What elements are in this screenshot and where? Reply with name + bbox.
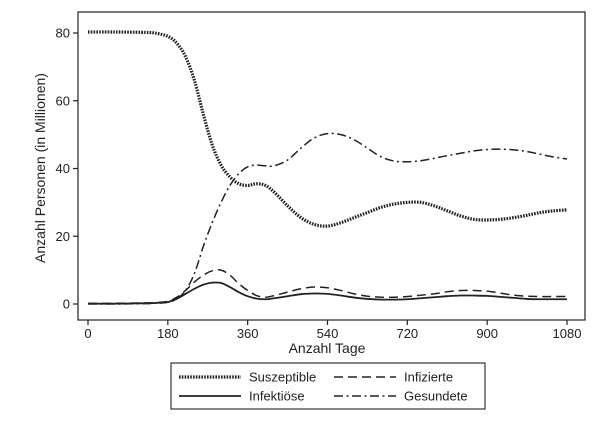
x-tick-label: 360 <box>237 326 259 341</box>
x-tick-label: 180 <box>157 326 179 341</box>
legend-label-gesundete: Gesundete <box>404 389 468 404</box>
legend: Suszeptible Infizierte Infektiöse Gesundete <box>170 362 486 410</box>
x-tick-label: 720 <box>396 326 418 341</box>
series-layer <box>87 30 568 305</box>
y-tick-label: 20 <box>56 229 70 244</box>
x-tick-label: 1080 <box>553 326 582 341</box>
series-line-gesundete <box>87 132 568 305</box>
y-axis-title: Anzahl Personen (in Millionen) <box>32 73 48 263</box>
x-axis-title: Anzahl Tage <box>289 340 366 356</box>
legend-label-suszeptible: Suszeptible <box>249 370 316 385</box>
plot-border <box>77 11 586 321</box>
x-tick-label: 540 <box>317 326 339 341</box>
x-axis: 0 180 360 540 720 900 1080 <box>84 320 581 341</box>
plot-frame <box>77 11 586 321</box>
y-tick-label: 60 <box>56 93 70 108</box>
y-tick-label: 0 <box>63 297 70 312</box>
y-tick-label: 80 <box>56 26 70 41</box>
series-line-suszeptible <box>87 30 568 228</box>
series-line-infizierte <box>87 269 567 305</box>
series-line-infektiöse <box>87 281 567 305</box>
legend-label-infizierte: Infizierte <box>404 370 453 385</box>
legend-box <box>170 362 486 410</box>
legend-label-infektiöse: Infektiöse <box>249 389 305 404</box>
y-tick-label: 40 <box>56 161 70 176</box>
x-tick-label: 0 <box>84 326 91 341</box>
x-tick-label: 900 <box>476 326 498 341</box>
y-axis: 0 20 40 60 80 <box>56 26 78 312</box>
